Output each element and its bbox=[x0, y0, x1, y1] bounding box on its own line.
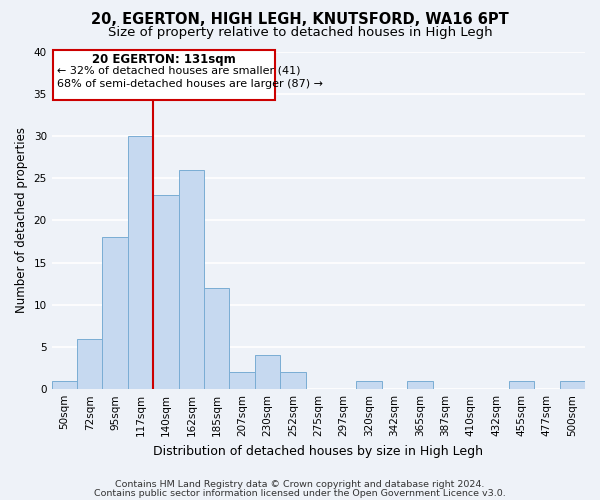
Bar bbox=[356, 380, 382, 389]
Text: 20 EGERTON: 131sqm: 20 EGERTON: 131sqm bbox=[92, 52, 236, 66]
Bar bbox=[153, 195, 179, 389]
FancyBboxPatch shape bbox=[53, 50, 275, 100]
Bar bbox=[103, 237, 128, 389]
Bar bbox=[407, 380, 433, 389]
Text: Size of property relative to detached houses in High Legh: Size of property relative to detached ho… bbox=[107, 26, 493, 39]
Bar bbox=[128, 136, 153, 389]
Bar bbox=[52, 380, 77, 389]
Text: 20, EGERTON, HIGH LEGH, KNUTSFORD, WA16 6PT: 20, EGERTON, HIGH LEGH, KNUTSFORD, WA16 … bbox=[91, 12, 509, 28]
Y-axis label: Number of detached properties: Number of detached properties bbox=[15, 128, 28, 314]
Bar bbox=[204, 288, 229, 389]
X-axis label: Distribution of detached houses by size in High Legh: Distribution of detached houses by size … bbox=[154, 444, 484, 458]
Bar bbox=[77, 338, 103, 389]
Bar bbox=[280, 372, 305, 389]
Bar bbox=[509, 380, 534, 389]
Bar bbox=[229, 372, 255, 389]
Bar bbox=[560, 380, 585, 389]
Bar bbox=[255, 356, 280, 389]
Text: Contains public sector information licensed under the Open Government Licence v3: Contains public sector information licen… bbox=[94, 488, 506, 498]
Text: Contains HM Land Registry data © Crown copyright and database right 2024.: Contains HM Land Registry data © Crown c… bbox=[115, 480, 485, 489]
Text: ← 32% of detached houses are smaller (41): ← 32% of detached houses are smaller (41… bbox=[57, 66, 300, 76]
Text: 68% of semi-detached houses are larger (87) →: 68% of semi-detached houses are larger (… bbox=[57, 78, 323, 88]
Bar bbox=[179, 170, 204, 389]
